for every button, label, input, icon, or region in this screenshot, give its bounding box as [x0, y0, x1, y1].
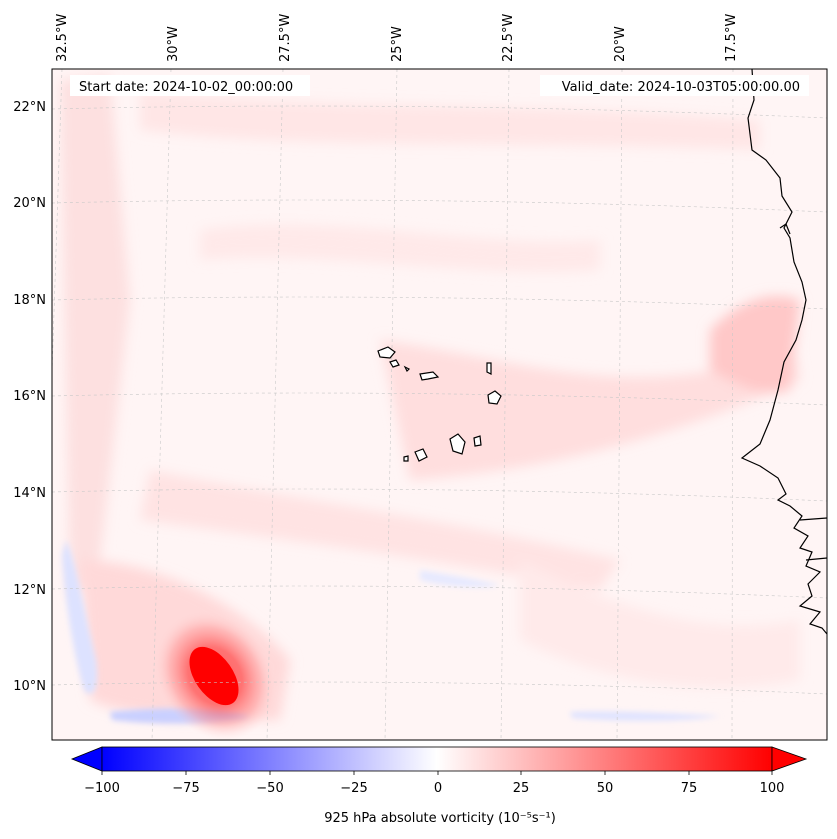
- colorbar: −100 −75 −50 −25 0 25 50 75 100 925 hPa …: [70, 746, 808, 826]
- lat-label-18n: 18°N: [13, 293, 46, 308]
- colorbar-tick-marks: [101, 771, 773, 775]
- vortex-core: [189, 646, 239, 706]
- lon-label-22-5w: 22.5°W: [501, 14, 516, 62]
- map-panel: [52, 69, 827, 740]
- lat-label-12n: 12°N: [13, 583, 46, 598]
- colorbar-tick-label: 25: [513, 781, 530, 796]
- vorticity-field: [60, 75, 800, 720]
- start-date-label: Start date: 2024-10-02_00:00:00: [79, 80, 293, 95]
- valid-date-label: Valid_date: 2024-10-03T05:00:00.00: [562, 80, 800, 95]
- lon-label-30w: 30°W: [166, 26, 181, 62]
- colorbar-tick-label: 0: [434, 781, 442, 796]
- longitude-labels: 32.5°W 30°W 27.5°W 25°W 22.5°W 20°W 17.5…: [55, 14, 739, 62]
- colorbar-tick-label: −75: [172, 781, 199, 796]
- cape-verde-islands: [377, 346, 502, 462]
- colorbar-tick-label: −100: [84, 781, 120, 796]
- lat-label-16n: 16°N: [13, 389, 46, 404]
- colorbar-max-extend-arrow: [771, 746, 808, 772]
- colorbar-tick-label: −25: [340, 781, 367, 796]
- lat-label-22n: 22°N: [13, 100, 46, 115]
- african-coastline: [740, 69, 827, 635]
- valid-date-box: [540, 75, 809, 96]
- colorbar-tick-label: 50: [597, 781, 614, 796]
- lat-label-14n: 14°N: [13, 486, 46, 501]
- start-date-box: [70, 75, 310, 96]
- lon-label-27-5w: 27.5°W: [278, 14, 293, 62]
- colorbar-min-extend-arrow: [70, 746, 103, 772]
- colorbar-title: 925 hPa absolute vorticity (10⁻⁵s⁻¹): [324, 811, 556, 826]
- lat-label-20n: 20°N: [13, 196, 46, 211]
- lon-label-20w: 20°W: [613, 26, 628, 62]
- latitude-labels: 22°N 20°N 18°N 16°N 14°N 12°N 10°N: [13, 100, 46, 694]
- map-border: [51, 68, 828, 741]
- colorbar-tick-label: 100: [760, 781, 785, 796]
- colorbar-gradient: [101, 746, 773, 772]
- lat-label-10n: 10°N: [13, 679, 46, 694]
- lon-label-25w: 25°W: [390, 26, 405, 62]
- lon-label-32-5w: 32.5°W: [55, 14, 70, 62]
- colorbar-tick-label: −50: [256, 781, 283, 796]
- lon-label-17-5w: 17.5°W: [724, 14, 739, 62]
- colorbar-tick-label: 75: [681, 781, 698, 796]
- graticule: [52, 69, 827, 740]
